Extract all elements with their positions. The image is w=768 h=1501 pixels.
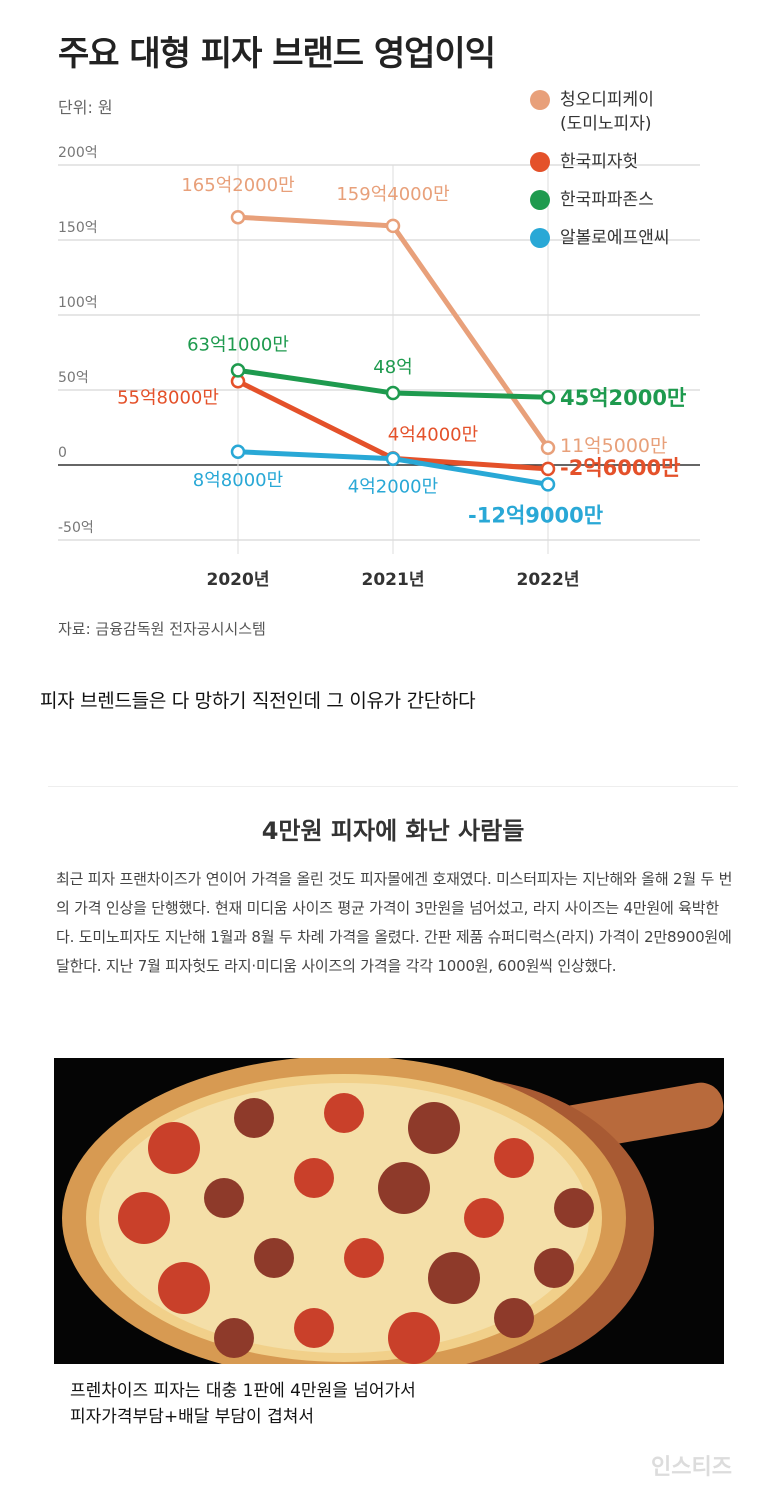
data-label: -12억9000만	[468, 503, 603, 527]
profit-chart: 주요 대형 피자 브랜드 영업이익 단위: 원 200억 150억 100억 50억 0…	[0, 0, 768, 660]
pizza-topping	[534, 1248, 574, 1288]
caption-bottom-line2: 피자가격부담+배달 부담이 겹쳐서	[70, 1407, 315, 1427]
legend-swatch	[530, 90, 550, 110]
x-tick-label: 2020년	[207, 570, 270, 590]
legend-label: 청오디피케이	[560, 90, 654, 110]
x-tick-label: 2022년	[517, 570, 580, 590]
pizza-topping	[158, 1262, 210, 1314]
article-body: 최근 피자 프랜차이즈가 연이어 가격을 올린 것도 피자몰에겐 호재였다. 미…	[56, 870, 733, 975]
pizza-topping	[294, 1308, 334, 1348]
pizza-topping	[148, 1122, 200, 1174]
pizza-topping	[324, 1093, 364, 1133]
pizza-topping	[464, 1198, 504, 1238]
data-label: 4억4000만	[388, 424, 478, 445]
pizza-topping	[214, 1318, 254, 1358]
data-point	[385, 218, 401, 234]
pizza-topping	[408, 1102, 460, 1154]
pizza-topping	[344, 1238, 384, 1278]
pizza-topping	[234, 1098, 274, 1138]
data-label: 55억8000만	[117, 387, 219, 408]
legend-item: 한국피자헛	[530, 150, 669, 174]
data-point	[540, 477, 556, 492]
data-label: 4억2000만	[348, 477, 438, 498]
caption-bottom-line1: 프렌차이즈 피자는 대충 1판에 4만원을 넘어가서	[70, 1381, 416, 1401]
pizza-topping	[118, 1192, 170, 1244]
unit-label: 단위: 원	[58, 98, 113, 117]
data-point	[540, 389, 556, 405]
pizza-topping	[494, 1298, 534, 1338]
y-tick-label: -50억	[58, 520, 94, 536]
legend-label: (도미노피자)	[560, 114, 652, 134]
pizza-topping	[554, 1188, 594, 1228]
legend-swatch	[530, 152, 550, 172]
data-point	[385, 451, 401, 466]
y-tick-label: 200억	[58, 145, 98, 161]
data-label: 45억2000만	[560, 386, 686, 410]
caption-bottom: 프렌차이즈 피자는 대충 1판에 4만원을 넘어가서 피자가격부담+배달 부담이…	[70, 1378, 416, 1430]
legend-label: 한국파파존스	[560, 190, 654, 210]
data-label: 159억4000만	[336, 184, 449, 205]
y-tick-label: 150억	[58, 220, 98, 236]
pizza-topping	[378, 1162, 430, 1214]
data-label: 165억2000만	[181, 175, 294, 196]
data-label: 63억1000만	[187, 334, 289, 355]
source-label: 자료: 금융감독원 전자공시시스템	[58, 620, 266, 638]
pizza-topping	[254, 1238, 294, 1278]
y-tick-label: 50억	[58, 370, 89, 386]
data-label: 11억5000만	[560, 435, 668, 457]
legend-label: 한국피자헛	[560, 152, 639, 172]
article-title: 4만원 피자에 화난 사람들	[261, 817, 525, 845]
legend-swatch	[530, 190, 550, 210]
data-label: 8억8000만	[193, 470, 283, 491]
y-tick-label: 100억	[58, 295, 98, 311]
data-point	[230, 209, 246, 225]
legend-label: 알볼로에프앤씨	[560, 228, 670, 248]
data-label: -2억6000만	[560, 456, 680, 480]
chart-title: 주요 대형 피자 브랜드 영업이익	[58, 34, 496, 74]
pizza-photo	[54, 1058, 724, 1364]
legend-swatch	[530, 228, 550, 248]
x-tick-label: 2021년	[362, 570, 425, 590]
legend-item: 한국파파존스	[530, 188, 669, 212]
pizza-topping	[388, 1312, 440, 1364]
y-tick-label: 0	[58, 445, 67, 461]
data-point	[540, 461, 556, 477]
caption-main: 피자 브렌드들은 다 망하기 직전인데 그 이유가 간단하다	[40, 690, 476, 712]
pizza-topping	[204, 1178, 244, 1218]
legend-item: 청오디피케이 (도미노피자)	[530, 88, 669, 136]
pizza-illustration	[54, 1058, 724, 1364]
pizza-topping	[428, 1252, 480, 1304]
data-point	[385, 385, 401, 401]
data-point	[230, 444, 246, 460]
chart-plot: 200억 150억 100억 50억 0 -50억 2020년 2021년 2022년 165억2…	[58, 145, 700, 590]
legend-item: 알볼로에프앤씨	[530, 226, 669, 250]
data-point	[230, 363, 246, 378]
data-point	[540, 440, 556, 455]
pizza-topping	[494, 1138, 534, 1178]
article-snippet: 4만원 피자에 화난 사람들 최근 피자 프랜차이즈가 연이어 가격을 올린 것…	[48, 786, 738, 975]
pizza-topping	[294, 1158, 334, 1198]
data-label: 48억	[373, 357, 412, 378]
watermark-logo: 인스티즈	[651, 1455, 732, 1480]
